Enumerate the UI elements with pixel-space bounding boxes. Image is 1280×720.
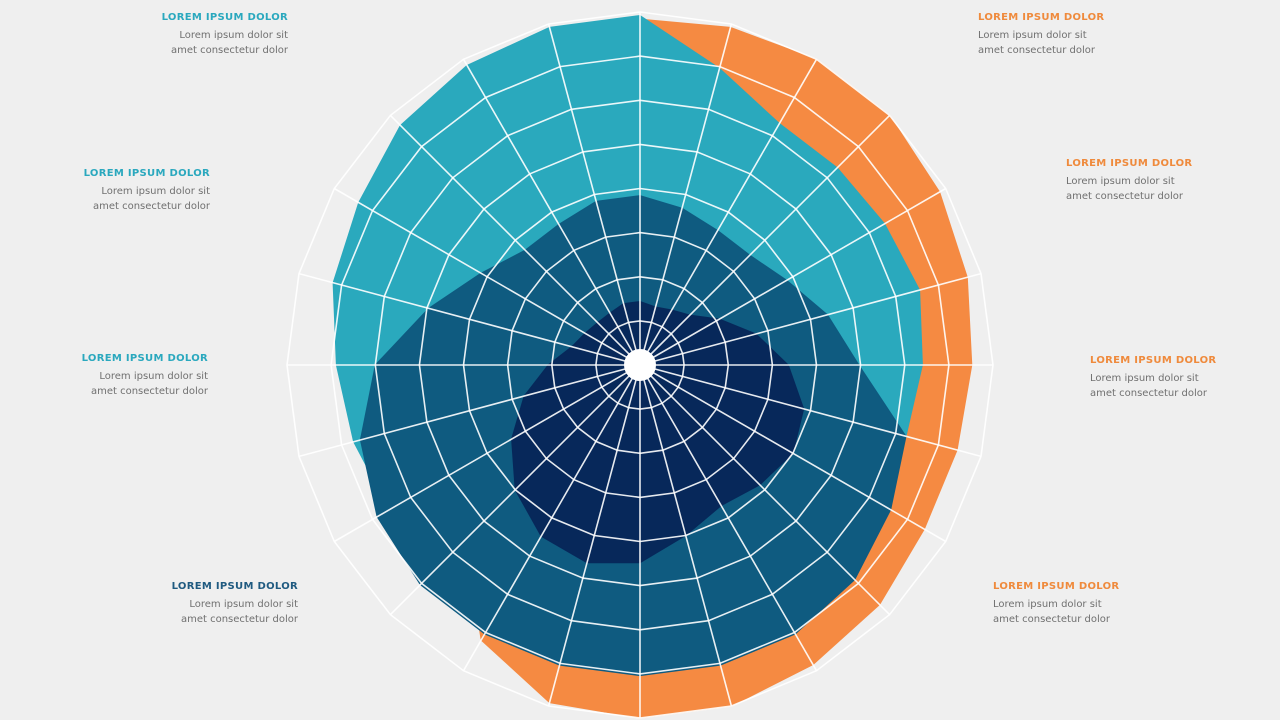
callout-text-line: amet consectetur dolor — [170, 45, 288, 56]
callout-text-line: amet consectetur dolor — [1090, 388, 1208, 399]
radar-spoke — [547, 364, 641, 707]
radar-spoke — [333, 187, 641, 366]
radar-spoke — [639, 364, 947, 543]
callout-title: LOREM IPSUM DOLOR — [993, 581, 1120, 592]
radar-spoke — [389, 364, 641, 616]
radar-spoke — [639, 58, 818, 366]
radar-spoke — [333, 364, 641, 543]
radar-spoke — [639, 364, 891, 616]
callout-text-line: Lorem ipsum dolor sit — [179, 30, 288, 41]
radar-spoke — [639, 364, 982, 458]
callout-text-line: amet consectetur dolor — [993, 614, 1111, 625]
callout-text-line: Lorem ipsum dolor sit — [99, 371, 208, 382]
callout-text-line: Lorem ipsum dolor sit — [1066, 176, 1175, 187]
callout-text-line: amet consectetur dolor — [92, 201, 210, 212]
radar-spoke — [639, 114, 891, 366]
callout-bottom-right: LOREM IPSUM DOLOR Lorem ipsum dolor sit … — [993, 581, 1223, 627]
callout-middle-right: LOREM IPSUM DOLOR Lorem ipsum dolor sit … — [1090, 355, 1280, 401]
callout-text-line: amet consectetur dolor — [90, 386, 208, 397]
callout-text-line: Lorem ipsum dolor sit — [189, 599, 298, 610]
radar-spoke — [639, 364, 733, 707]
radar-spoke — [639, 23, 733, 366]
radar-spoke — [389, 114, 641, 366]
callout-text-line: amet consectetur dolor — [978, 45, 1096, 56]
callout-text-line: Lorem ipsum dolor sit — [978, 30, 1087, 41]
callout-text-line: amet consectetur dolor — [180, 614, 298, 625]
callout-upper-left: LOREM IPSUM DOLOR Lorem ipsum dolor sit … — [0, 168, 210, 214]
callout-title: LOREM IPSUM DOLOR — [171, 581, 298, 592]
radar-spoke — [639, 187, 947, 366]
callout-text-line: Lorem ipsum dolor sit — [1090, 373, 1199, 384]
callout-text-line: Lorem ipsum dolor sit — [101, 186, 210, 197]
callout-upper-right: LOREM IPSUM DOLOR Lorem ipsum dolor sit … — [1066, 158, 1280, 204]
callout-title: LOREM IPSUM DOLOR — [978, 12, 1105, 23]
callout-text-line: Lorem ipsum dolor sit — [993, 599, 1102, 610]
radar-spoke — [639, 272, 982, 366]
callout-top-left: LOREM IPSUM DOLOR Lorem ipsum dolor sit … — [58, 12, 288, 58]
callout-middle-left: LOREM IPSUM DOLOR Lorem ipsum dolor sit … — [0, 353, 208, 399]
callout-bottom-left: LOREM IPSUM DOLOR Lorem ipsum dolor sit … — [68, 581, 298, 627]
radar-center-hub — [624, 349, 656, 381]
callout-title: LOREM IPSUM DOLOR — [81, 353, 208, 364]
radar-spoke — [462, 364, 641, 672]
radar-spoke — [639, 364, 818, 672]
radar-spoke — [298, 272, 641, 366]
radar-spoke — [462, 58, 641, 366]
callout-title: LOREM IPSUM DOLOR — [83, 168, 210, 179]
callout-text-line: amet consectetur dolor — [1066, 191, 1184, 202]
callout-title: LOREM IPSUM DOLOR — [1066, 158, 1193, 169]
callout-title: LOREM IPSUM DOLOR — [161, 12, 288, 23]
callout-top-right: LOREM IPSUM DOLOR Lorem ipsum dolor sit … — [978, 12, 1208, 58]
radar-spoke — [298, 364, 641, 458]
callout-title: LOREM IPSUM DOLOR — [1090, 355, 1217, 366]
radar-spoke — [547, 23, 641, 366]
